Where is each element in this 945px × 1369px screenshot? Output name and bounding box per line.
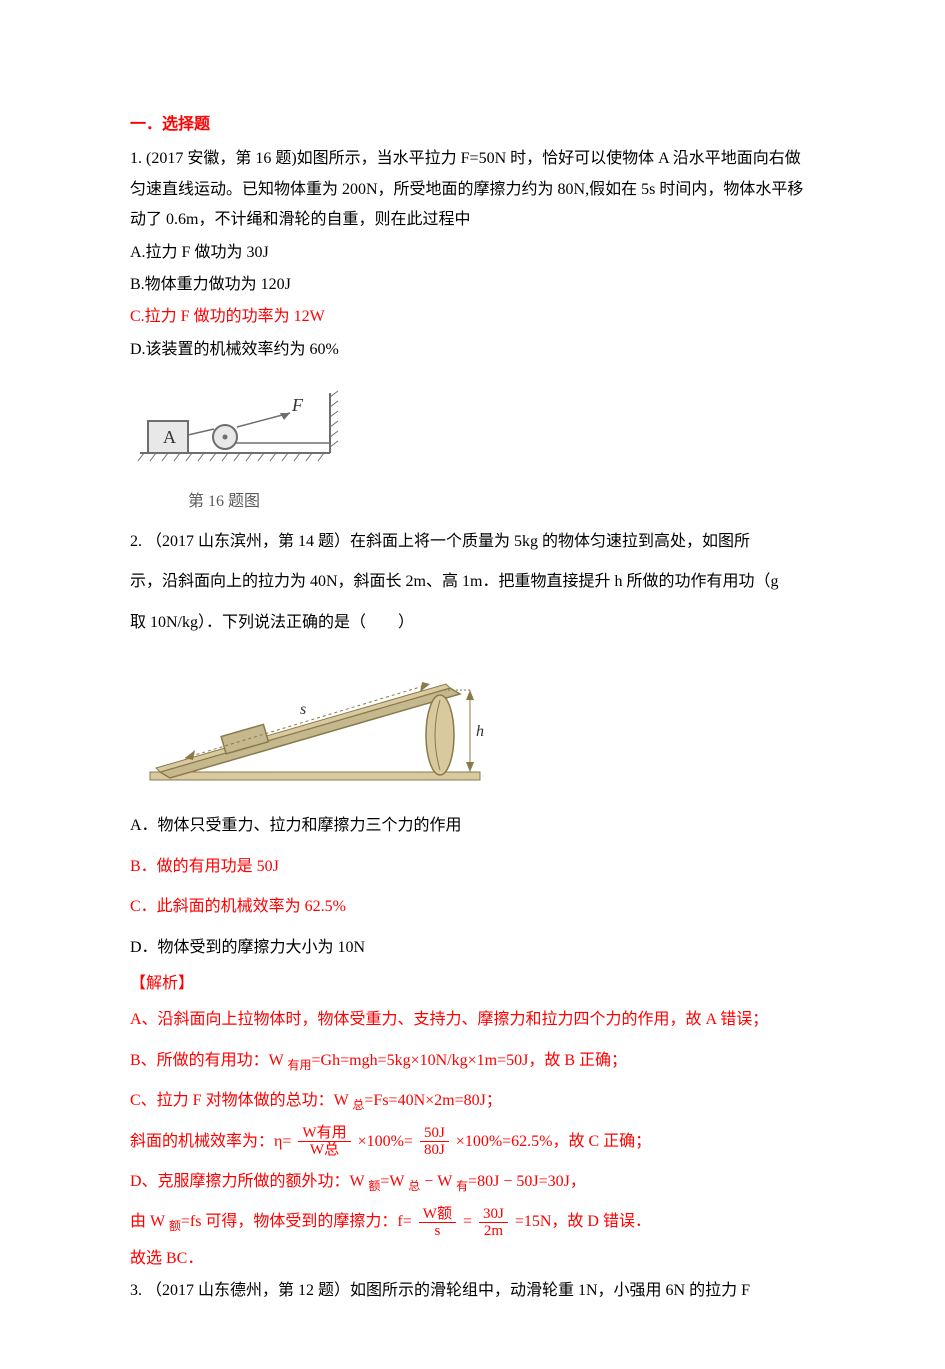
q2-option-b: B．做的有用功是 50J bbox=[130, 848, 815, 886]
q2-conclusion: 故选 BC． bbox=[130, 1244, 815, 1274]
q2-analysis-d: D、克服摩擦力所做的额外功：W 额=W 总 − W 有=80J − 50J=30… bbox=[130, 1163, 815, 1201]
q2-stem-line1: 2. （2017 山东滨州，第 14 题）在斜面上将一个质量为 5kg 的物体匀… bbox=[130, 523, 815, 561]
section-title: 一．选择题 bbox=[130, 110, 815, 140]
q2-stem-line2: 示，沿斜面向上的拉力为 40N，斜面长 2m、高 1m．把重物直接提升 h 所做… bbox=[130, 563, 815, 601]
q1-option-a: A.拉力 F 做功为 30J bbox=[130, 238, 815, 268]
q2-option-a: A．物体只受重力、拉力和摩擦力三个力的作用 bbox=[130, 807, 815, 845]
q2-analysis-c: C、拉力 F 对物体做的总功：W 总=Fs=40N×2m=80J； bbox=[130, 1082, 815, 1120]
q2-stem-line3: 取 10N/kg）．下列说法正确的是（ ） bbox=[130, 604, 815, 642]
q1-force-label: F bbox=[291, 395, 304, 415]
q1-option-c: C.拉力 F 做功的功率为 12W bbox=[130, 302, 815, 332]
q1-option-b: B.物体重力做功为 120J bbox=[130, 270, 815, 300]
q1-figure: A F 第 16 题图 bbox=[130, 383, 815, 517]
q2-friction-line: 由 W 额=fs 可得，物体受到的摩擦力：f= W额s = 30J2m =15N… bbox=[130, 1203, 815, 1241]
q1-option-d: D.该装置的机械效率约为 60% bbox=[130, 335, 815, 365]
q2-s-label: s bbox=[300, 701, 306, 718]
q2-figure: s h bbox=[140, 660, 815, 801]
q3-stem: 3. （2017 山东德州，第 12 题）如图所示的滑轮组中，动滑轮重 1N，小… bbox=[130, 1276, 815, 1306]
q2-h-label: h bbox=[476, 723, 484, 740]
q1-stem: 1. (2017 安徽，第 16 题)如图所示，当水平拉力 F=50N 时，恰好… bbox=[130, 144, 815, 235]
q1-figure-caption: 第 16 题图 bbox=[188, 487, 815, 517]
q2-option-c: C．此斜面的机械效率为 62.5% bbox=[130, 888, 815, 926]
q2-analysis-b: B、所做的有用功：W 有用=Gh=mgh=5kg×10N/kg×1m=50J，故… bbox=[130, 1042, 815, 1080]
q2-analysis-title: 【解析】 bbox=[130, 969, 815, 999]
q2-efficiency-line: 斜面的机械效率为：η= W有用W总 ×100%= 50J80J ×100%=62… bbox=[130, 1123, 815, 1161]
q2-analysis-a: A、沿斜面向上拉物体时，物体受重力、支持力、摩擦力和拉力四个力的作用，故 A 错… bbox=[130, 1001, 815, 1039]
q1-block-label: A bbox=[163, 427, 176, 447]
q2-option-d: D．物体受到的摩擦力大小为 10N bbox=[130, 929, 815, 967]
